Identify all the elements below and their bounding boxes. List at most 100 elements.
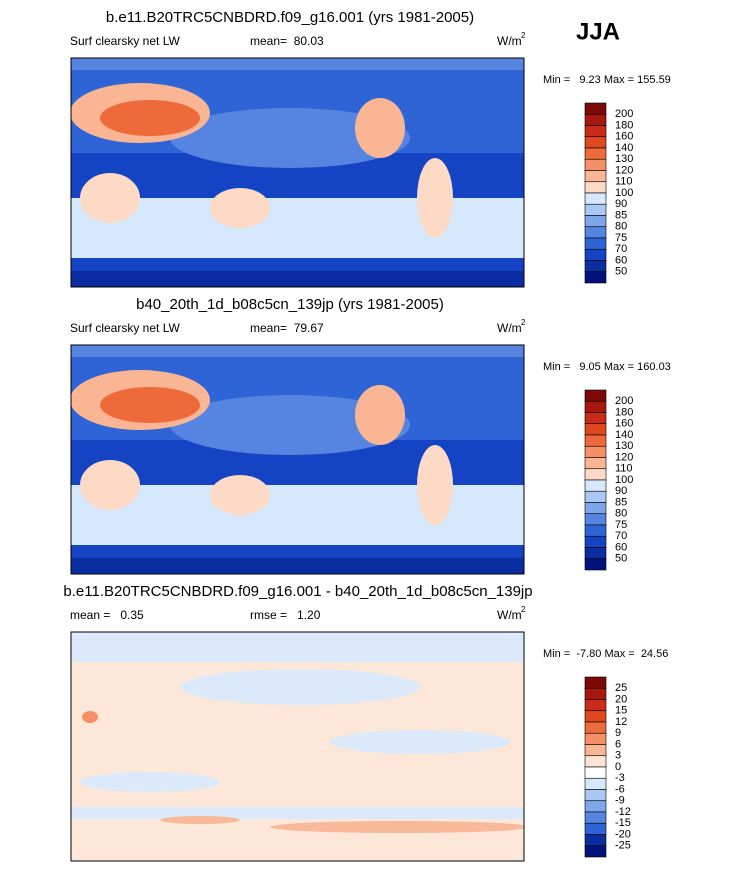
map-region	[100, 100, 200, 136]
colorbar-box	[584, 676, 607, 689]
colorbar-box	[584, 102, 607, 115]
map-frame	[70, 57, 525, 288]
panel-title: b40_20th_1d_b08c5cn_139jp (yrs 1981-2005…	[136, 296, 444, 313]
colorbar-label: -25	[615, 840, 631, 852]
colorbar-box	[584, 192, 607, 205]
colorbar-label: 100	[615, 474, 633, 486]
map	[71, 632, 524, 861]
map-region	[100, 387, 200, 423]
colorbar-label: 130	[615, 153, 633, 165]
variable-label: Surf clearsky net LW	[70, 321, 180, 335]
map-region	[71, 632, 524, 662]
colorbar-box	[584, 834, 607, 847]
colorbar-box	[584, 502, 607, 515]
min-max-label: Min = 9.23 Max = 155.59	[543, 74, 671, 86]
colorbar-box	[584, 260, 607, 273]
stat-label: mean= 79.67	[250, 321, 324, 335]
colorbar-label: 75	[615, 232, 627, 244]
colorbar-label: 60	[615, 541, 627, 553]
stat-label: mean= 80.03	[250, 34, 324, 48]
colorbar-label: 110	[615, 463, 633, 475]
map-region	[330, 730, 510, 754]
map-region	[210, 188, 270, 228]
colorbar-box	[584, 845, 607, 858]
colorbar-label: 90	[615, 485, 627, 497]
map-region	[80, 460, 140, 510]
colorbar-label: -15	[615, 817, 631, 829]
colorbar-label: 180	[615, 119, 633, 131]
colorbar-box	[584, 226, 607, 239]
colorbar-box	[584, 479, 607, 492]
colorbar-box	[584, 271, 607, 284]
colorbar-label: 120	[615, 451, 633, 463]
colorbar-label: 120	[615, 164, 633, 176]
colorbar-box	[584, 687, 607, 700]
min-max-label: Min = -7.80 Max = 24.56	[543, 648, 668, 660]
colorbar-label: -6	[615, 783, 625, 795]
colorbar-box	[584, 203, 607, 216]
colorbar-label: 50	[615, 266, 627, 278]
colorbar-label: 200	[615, 108, 633, 120]
map-region	[417, 445, 453, 525]
units-label: W/m	[497, 608, 522, 622]
map-region	[170, 395, 410, 455]
colorbar-label: 160	[615, 418, 633, 430]
colorbar-label: 50	[615, 553, 627, 565]
colorbar-box	[584, 457, 607, 470]
colorbar-label: 60	[615, 254, 627, 266]
map-region	[71, 558, 524, 574]
map	[71, 58, 524, 287]
colorbar-label: 15	[615, 705, 627, 717]
map-region	[71, 198, 524, 258]
colorbar-box	[584, 811, 607, 824]
colorbar-label: 85	[615, 209, 627, 221]
colorbar-label: 20	[615, 693, 627, 705]
colorbar-box	[584, 237, 607, 250]
colorbar-box	[584, 547, 607, 560]
colorbar-label: -20	[615, 828, 631, 840]
map-region	[71, 807, 524, 819]
colorbar-label: 160	[615, 131, 633, 143]
colorbar-box	[584, 490, 607, 503]
min-max-label: Min = 9.05 Max = 160.03	[543, 361, 671, 373]
colorbar-box	[584, 389, 607, 402]
map	[71, 345, 524, 574]
colorbar-label: 6	[615, 738, 621, 750]
colorbar-label: -3	[615, 772, 625, 784]
colorbar-box	[584, 710, 607, 723]
colorbar-label: 180	[615, 406, 633, 418]
colorbar-box	[584, 721, 607, 734]
map-region	[71, 345, 524, 357]
map-region	[210, 475, 270, 515]
map-frame	[70, 344, 525, 575]
map-region	[270, 821, 524, 833]
colorbar-label: 110	[615, 176, 633, 188]
colorbar-box	[584, 181, 607, 194]
colorbar-label: 130	[615, 440, 633, 452]
colorbar-label: 80	[615, 221, 627, 233]
colorbar-box	[584, 789, 607, 802]
map-region	[355, 98, 405, 158]
panel-title: b.e11.B20TRC5CNBDRD.f09_g16.001 - b40_20…	[63, 583, 532, 600]
colorbar-label: 100	[615, 187, 633, 199]
colorbar-box	[584, 434, 607, 447]
colorbar-box	[584, 125, 607, 138]
colorbar-box	[584, 766, 607, 779]
colorbar-label: 85	[615, 496, 627, 508]
colorbar-box	[584, 777, 607, 790]
colorbar-label: -12	[615, 806, 631, 818]
map-region	[180, 669, 420, 705]
colorbar-label: 90	[615, 198, 627, 210]
colorbar-box	[584, 412, 607, 425]
colorbar-box	[584, 147, 607, 160]
units-label: W/m	[497, 34, 522, 48]
colorbar-label: 12	[615, 716, 627, 728]
map-region	[170, 108, 410, 168]
colorbar-box	[584, 158, 607, 171]
variable-label: mean = 0.35	[70, 608, 144, 622]
colorbar-box	[584, 445, 607, 458]
map-frame	[70, 631, 525, 862]
colorbar-label: 3	[615, 750, 621, 762]
map-region	[417, 158, 453, 238]
